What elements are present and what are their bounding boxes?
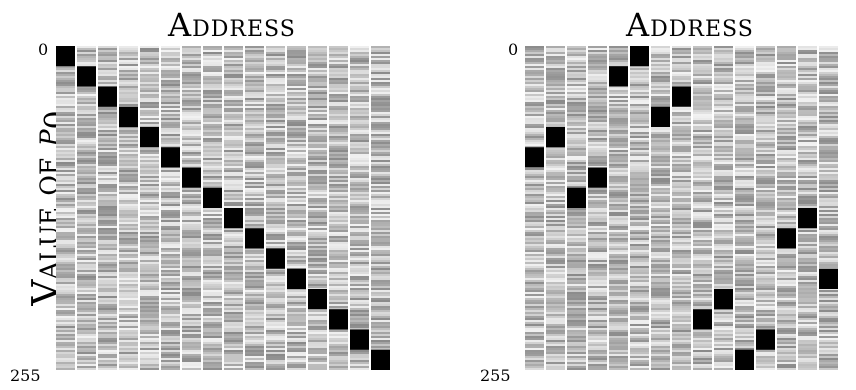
max-cell — [287, 268, 306, 289]
left-y-tick-0: 0 — [38, 40, 49, 59]
max-cell — [798, 208, 817, 229]
max-cell — [693, 309, 712, 330]
heatmap-column — [546, 46, 565, 370]
max-cell — [266, 248, 285, 269]
heatmap-column — [672, 46, 691, 370]
max-cell — [588, 167, 607, 188]
heatmap-column — [161, 46, 180, 370]
heatmap-column — [308, 46, 327, 370]
heatmap-column — [77, 46, 96, 370]
max-cell — [651, 106, 670, 127]
max-cell — [546, 127, 565, 148]
heatmap-column — [819, 46, 838, 370]
max-cell — [119, 106, 138, 127]
heatmap-column — [287, 46, 306, 370]
max-cell — [567, 187, 586, 208]
heatmap-column — [203, 46, 222, 370]
left-y-tick-255: 255 — [10, 366, 41, 385]
max-cell — [245, 228, 264, 249]
max-cell — [777, 228, 796, 249]
heatmap-column — [224, 46, 243, 370]
max-cell — [630, 46, 649, 67]
right-y-tick-0: 0 — [508, 40, 519, 59]
heatmap-column — [119, 46, 138, 370]
heatmap-column — [777, 46, 796, 370]
heatmap-column — [245, 46, 264, 370]
max-cell — [350, 329, 369, 350]
heatmap-column — [735, 46, 754, 370]
max-cell — [182, 167, 201, 188]
max-cell — [308, 289, 327, 310]
max-cell — [56, 46, 75, 67]
max-cell — [819, 268, 838, 289]
heatmap-column — [182, 46, 201, 370]
heatmap-column — [651, 46, 670, 370]
max-cell — [371, 349, 390, 370]
max-cell — [735, 349, 754, 370]
max-cell — [203, 187, 222, 208]
max-cell — [224, 208, 243, 229]
right-panel-title: Address — [626, 6, 754, 44]
max-cell — [714, 289, 733, 310]
heatmap-column — [693, 46, 712, 370]
heatmap-column — [609, 46, 628, 370]
max-cell — [756, 329, 775, 350]
heatmap-column — [798, 46, 817, 370]
left-panel-title: Address — [168, 6, 296, 44]
max-cell — [525, 147, 544, 168]
max-cell — [672, 86, 691, 107]
heatmap-column — [630, 46, 649, 370]
max-cell — [329, 309, 348, 330]
heatmap-column — [588, 46, 607, 370]
heatmap-column — [140, 46, 159, 370]
right-heatmap — [525, 46, 838, 370]
max-cell — [77, 66, 96, 87]
max-cell — [161, 147, 180, 168]
heatmap-column — [266, 46, 285, 370]
left-heatmap — [56, 46, 390, 370]
heatmap-column — [371, 46, 390, 370]
heatmap-column — [567, 46, 586, 370]
max-cell — [609, 66, 628, 87]
heatmap-column — [329, 46, 348, 370]
heatmap-column — [525, 46, 544, 370]
heatmap-column — [56, 46, 75, 370]
max-cell — [140, 127, 159, 148]
right-y-tick-255: 255 — [480, 366, 511, 385]
heatmap-column — [714, 46, 733, 370]
heatmap-column — [756, 46, 775, 370]
max-cell — [98, 86, 117, 107]
heatmap-column — [350, 46, 369, 370]
